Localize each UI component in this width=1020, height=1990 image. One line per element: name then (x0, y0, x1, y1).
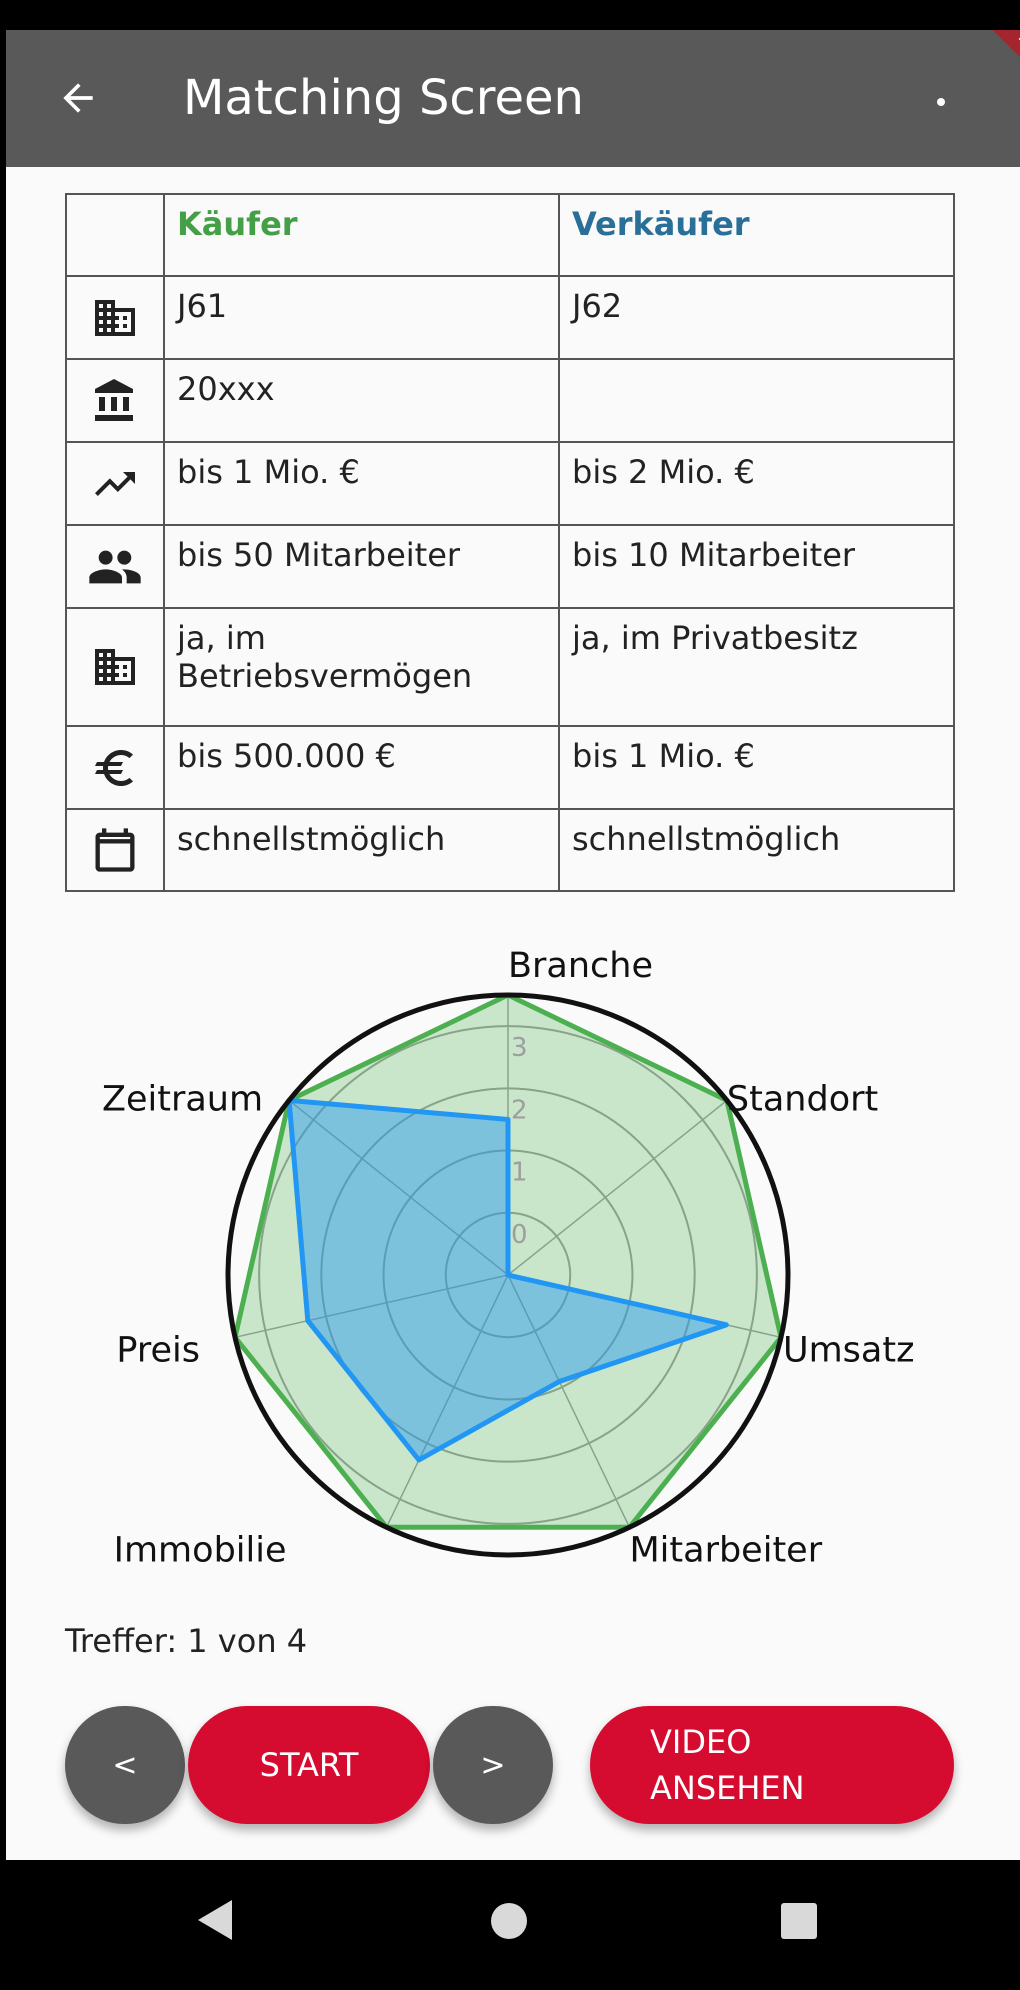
app-bar: Matching Screen DEBUG (6, 30, 1020, 167)
buyer-location: 20xxx (163, 358, 560, 443)
radar-axis-label: Immobilie (114, 1530, 287, 1570)
nav-recents-icon[interactable] (780, 1902, 818, 1940)
matching-table: Käufer Verkäufer J61 J62 20xxx bis 1 Mio… (65, 193, 955, 892)
back-button[interactable] (46, 66, 110, 130)
debug-banner: DEBUG (846, 30, 1020, 100)
header-seller: Verkäufer (558, 193, 955, 277)
debug-label: DEBUG (971, 30, 1020, 100)
seller-revenue: bis 2 Mio. € (558, 441, 955, 526)
radar-tick-label: 0 (511, 1220, 528, 1250)
table-header-row: Käufer Verkäufer (65, 193, 955, 277)
previous-button[interactable]: < (65, 1706, 185, 1824)
buyer-price: bis 500.000 € (163, 725, 560, 810)
radar-spoke (507, 1274, 631, 1528)
radar-axis-label: Branche (508, 946, 653, 986)
radar-axis-label: Mitarbeiter (629, 1530, 822, 1570)
watch-video-button[interactable]: VIDEO ANSEHEN (590, 1706, 954, 1824)
header-icon-cell (65, 193, 165, 277)
table-row: schnellstmöglich schnellstmöglich (65, 808, 955, 892)
table-row: bis 500.000 € bis 1 Mio. € (65, 725, 955, 810)
radar-spoke (234, 1274, 509, 1339)
seller-price: bis 1 Mio. € (558, 725, 955, 810)
radar-axis-label: Zeitraum (102, 1079, 263, 1119)
more-vert-icon (937, 98, 945, 106)
radar-tick-label: 2 (511, 1095, 528, 1125)
seller-employees: bis 10 Mitarbeiter (558, 524, 955, 609)
trending-up-icon (95, 471, 135, 496)
business-icon (95, 299, 135, 336)
page-title: Matching Screen (183, 70, 584, 126)
match-counter: Treffer: 1 von 4 (65, 1622, 308, 1660)
business-icon (95, 649, 135, 685)
nav-back-icon[interactable] (196, 1898, 236, 1942)
buyer-timeframe: schnellstmöglich (163, 808, 560, 892)
radar-outer-circle (225, 992, 791, 1558)
radar-chart: 0 1 2 3 Branche Standort Umsatz Mitarbeiter Immo… (102, 946, 915, 1570)
table-row: J61 J62 (65, 275, 955, 360)
nav-home-icon[interactable] (490, 1902, 528, 1940)
more-menu-button[interactable] (931, 96, 951, 136)
radar-spoke (507, 1099, 728, 1276)
table-row: bis 1 Mio. € bis 2 Mio. € (65, 441, 955, 526)
table-row: 20xxx (65, 358, 955, 443)
radar-spoke (288, 1099, 509, 1276)
system-nav-bar (0, 1860, 1020, 1990)
seller-location (558, 358, 955, 443)
seller-industry: J62 (558, 275, 955, 360)
next-button[interactable]: > (433, 1706, 553, 1824)
radar-axis-label: Standort (727, 1079, 878, 1119)
seller-property: ja, im Privatbesitz (558, 607, 955, 727)
screen: Matching Screen DEBUG Käufer Verkäufer J… (6, 30, 1020, 1860)
buyer-industry: J61 (163, 275, 560, 360)
status-bar (0, 0, 1020, 30)
seller-timeframe: schnellstmöglich (558, 808, 955, 892)
radar-spoke (385, 1274, 509, 1528)
people-icon (89, 550, 141, 583)
radar-tick-label: 3 (511, 1033, 528, 1063)
arrow-back-icon (63, 83, 93, 113)
buyer-revenue: bis 1 Mio. € (163, 441, 560, 526)
radar-series-2 (286, 1097, 729, 1463)
start-button[interactable]: START (188, 1706, 430, 1824)
radar-axis-label: Preis (116, 1330, 200, 1370)
euro-icon (95, 749, 133, 786)
buyer-employees: bis 50 Mitarbeiter (163, 524, 560, 609)
radar-tick-label: 1 (511, 1158, 528, 1188)
bank-icon (95, 378, 133, 421)
radar-axis-label: Umsatz (783, 1330, 915, 1370)
calendar-icon (95, 828, 135, 872)
table-row: ja, im Betriebsvermögen ja, im Privatbes… (65, 607, 955, 727)
header-buyer: Käufer (163, 193, 560, 277)
table-row: bis 50 Mitarbeiter bis 10 Mitarbeiter (65, 524, 955, 609)
buyer-property: ja, im Betriebsvermögen (163, 607, 560, 727)
